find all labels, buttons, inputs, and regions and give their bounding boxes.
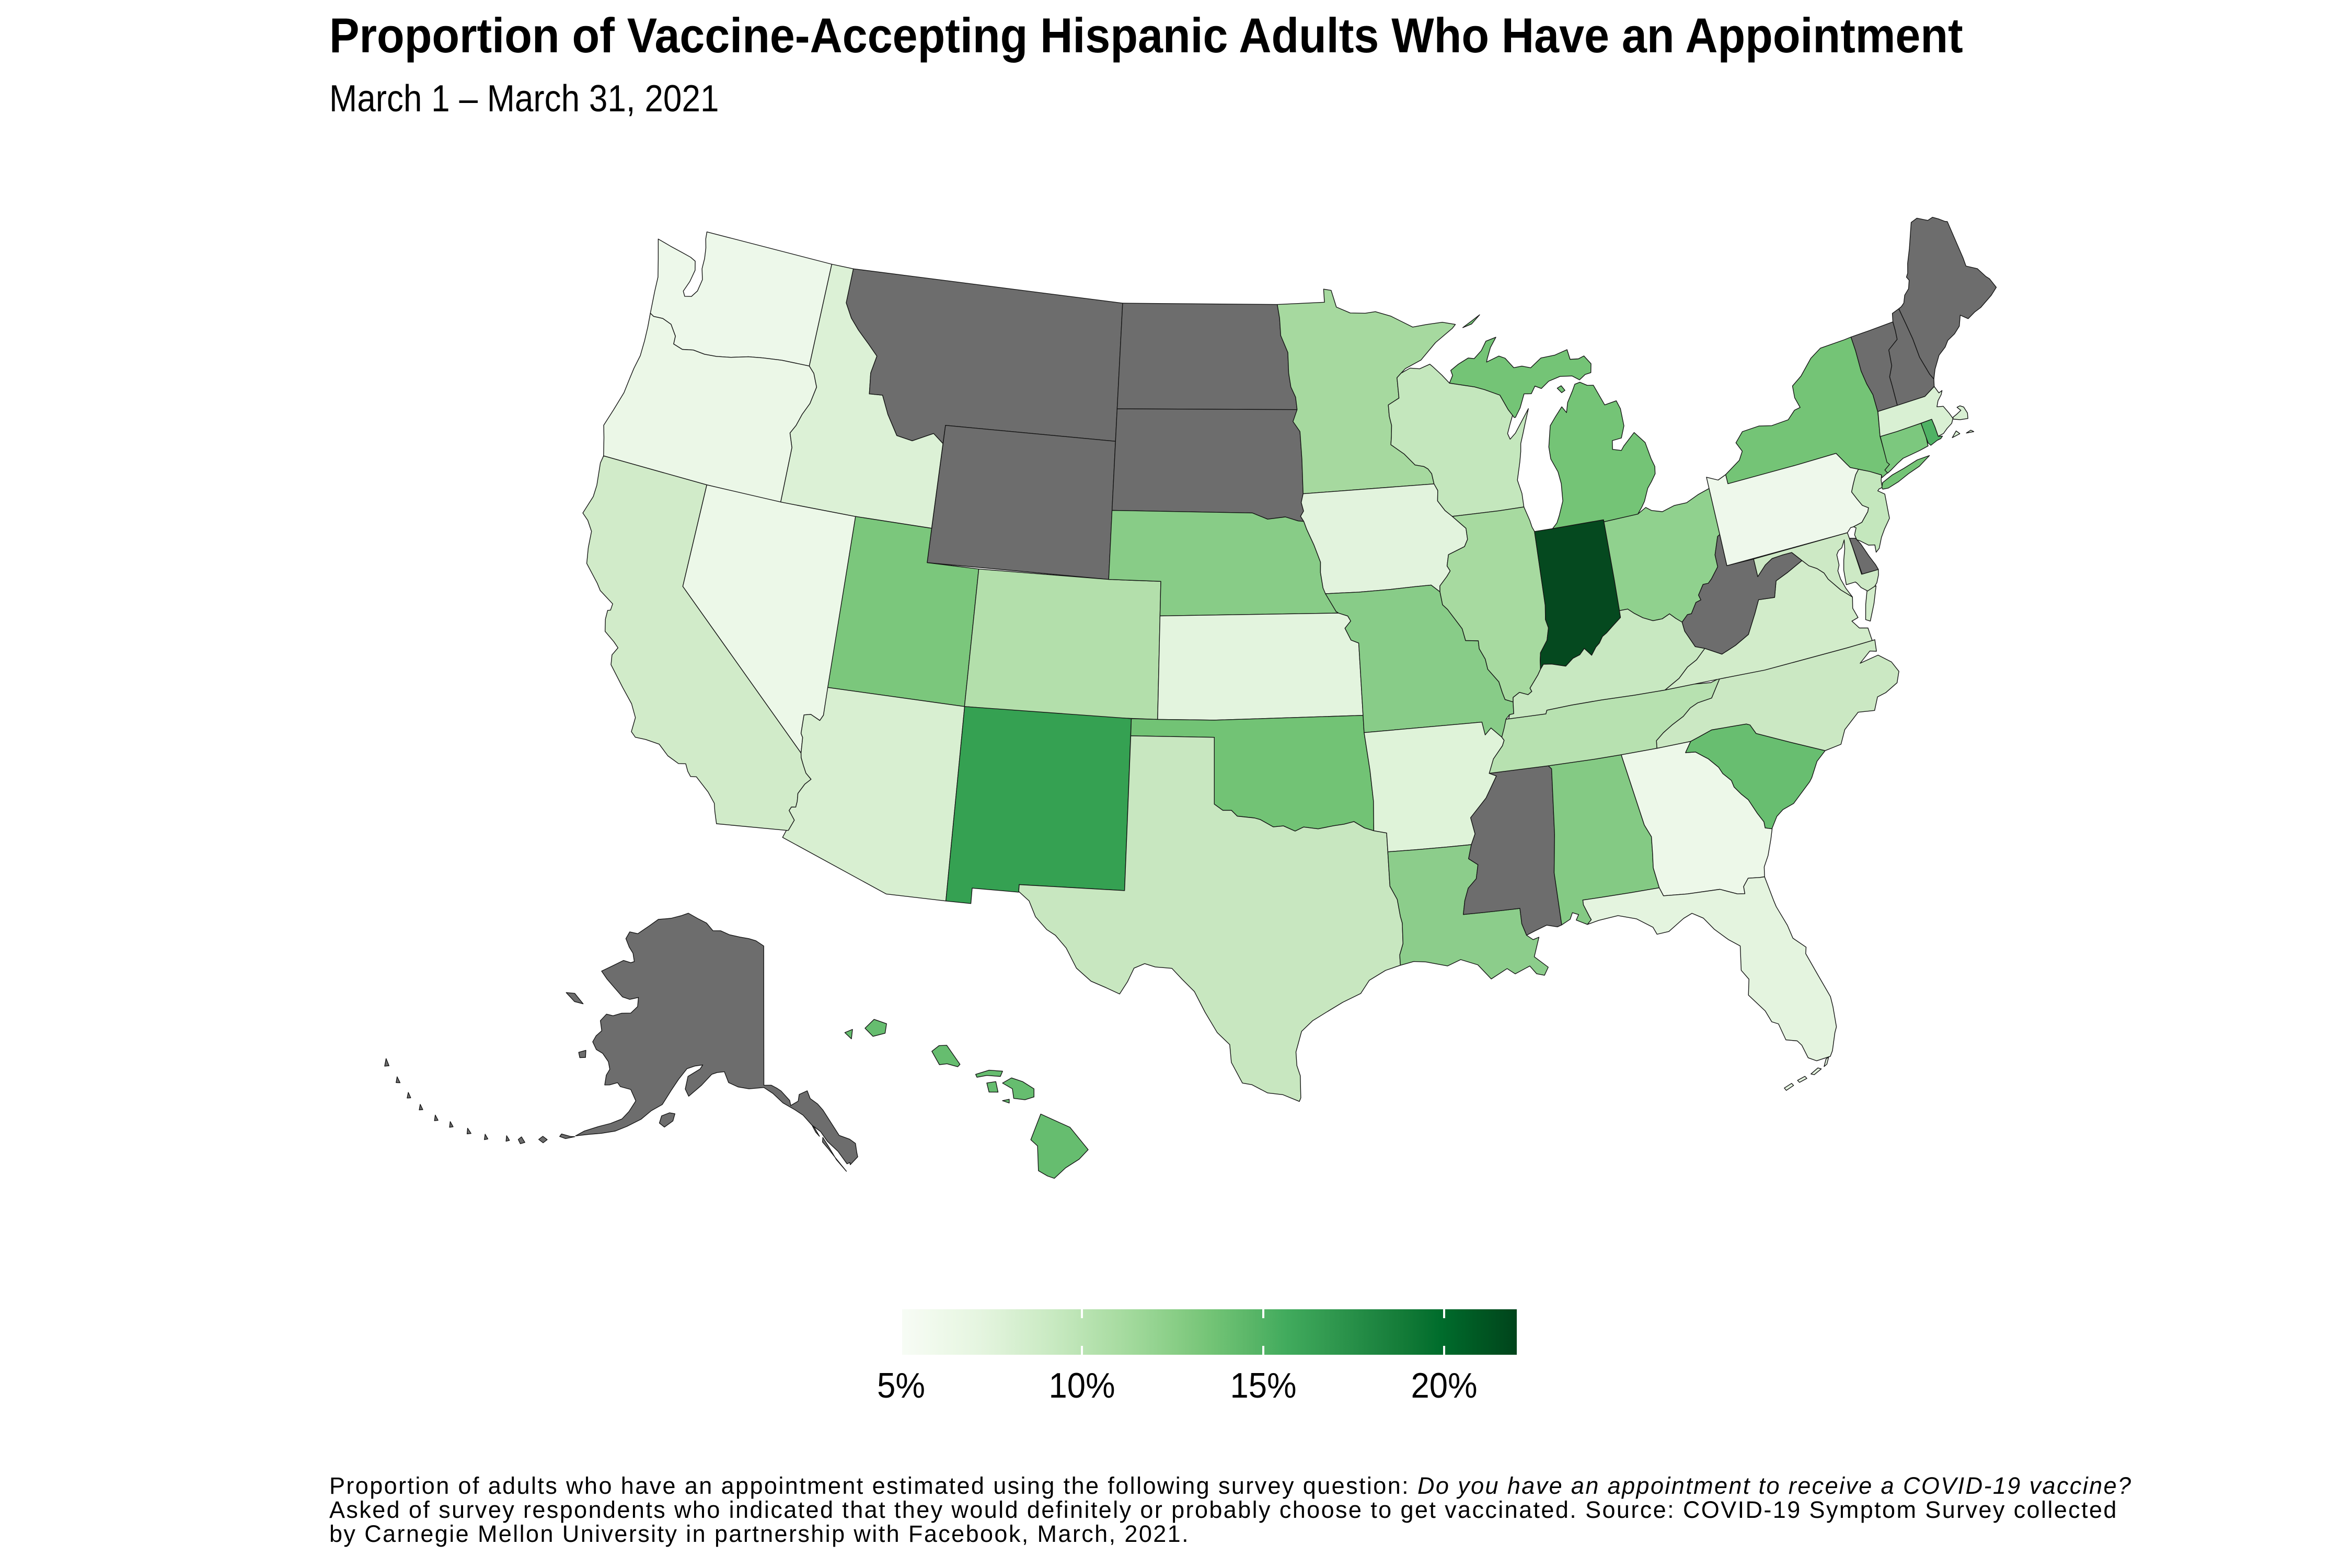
svg-text:15%: 15% <box>1230 1366 1297 1405</box>
svg-text:10%: 10% <box>1049 1366 1115 1405</box>
svg-text:20%: 20% <box>1411 1366 1478 1405</box>
svg-text:5%: 5% <box>877 1366 925 1405</box>
